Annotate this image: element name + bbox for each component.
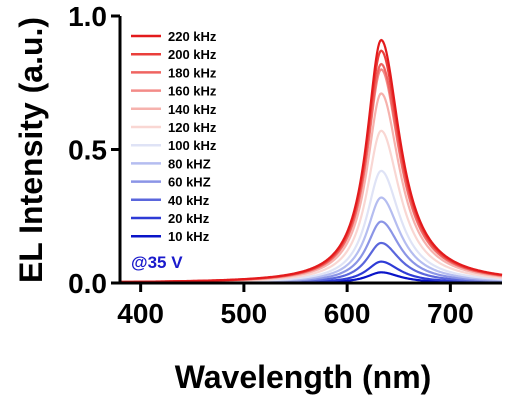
legend-label: 40 kHz [168,193,210,208]
legend-label: 200 kHz [168,47,217,62]
legend-label: 220 kHz [168,29,217,44]
legend-label: 140 kHz [168,102,217,117]
legend-label: 60 kHZ [168,175,211,190]
legend-label: 120 kHz [168,120,217,135]
legend-label: 100 kHz [168,138,217,153]
legend-label: 160 kHz [168,84,217,99]
legend: 220 kHz 200 kHz 180 kHz 160 kHz 140 kHz 120 k… [131,29,217,244]
x-axis-title: Wavelength (nm) [175,359,432,395]
x-tick-label: 700 [427,298,474,329]
y-tick-label: 0.5 [68,135,107,166]
legend-label: 180 kHz [168,65,217,80]
y-axis-title: EL Intensity (a.u.) [13,17,49,283]
legend-label: 80 kHZ [168,156,211,171]
y-tick-label: 0.0 [68,268,107,299]
y-tick-label: 1.0 [68,1,107,32]
series-line-220-khz [119,38,503,284]
voltage-annotation: @35 V [131,253,183,272]
x-tick-label: 600 [324,298,371,329]
x-tick-label: 500 [221,298,268,329]
legend-label: 10 kHz [168,229,210,244]
x-tick-label: 400 [117,298,164,329]
legend-label: 20 kHz [168,211,210,226]
axes: 0.0 0.5 1.0 400 500 600 700 [68,1,502,329]
